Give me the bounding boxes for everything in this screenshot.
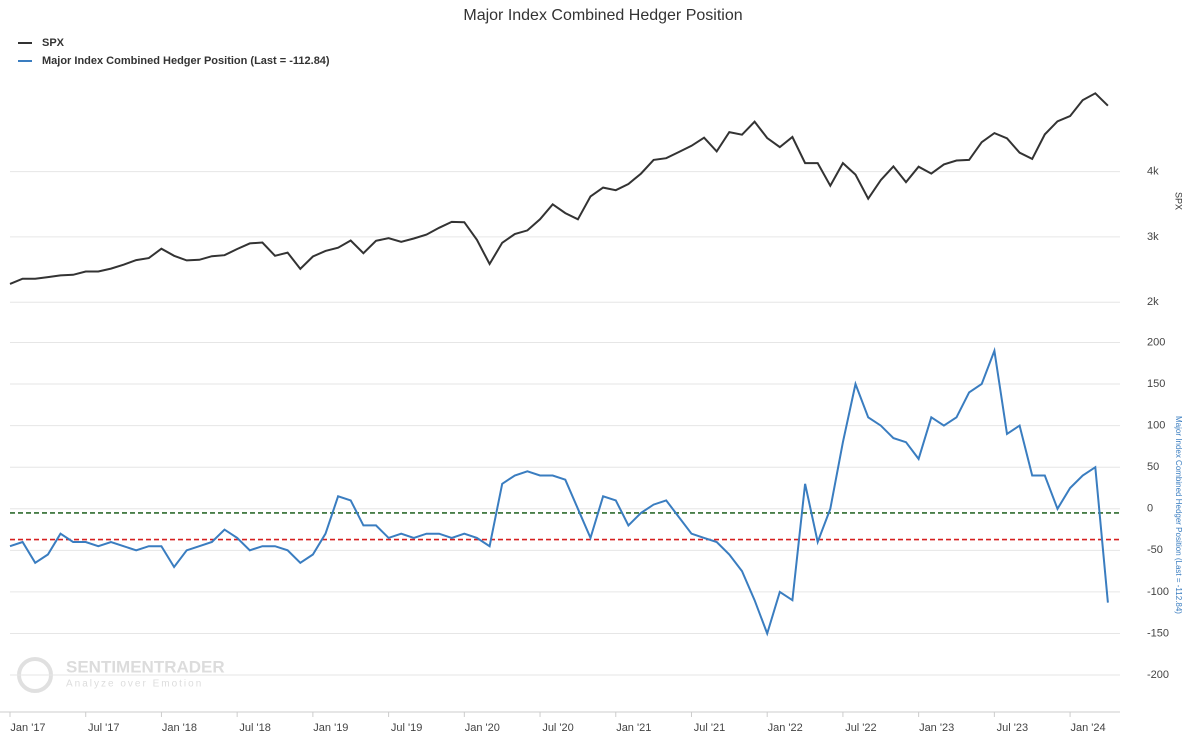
y-tick-label: 2k [1147, 296, 1159, 308]
x-tick-label: Jul '22 [845, 722, 876, 734]
x-tick-label: Jan '23 [919, 722, 954, 734]
watermark-title: SENTIMENTRADER [66, 657, 225, 676]
chart-title: Major Index Combined Hedger Position [463, 7, 742, 24]
x-tick-label: Jul '20 [542, 722, 573, 734]
y-tick-label: -200 [1147, 669, 1169, 681]
y-tick-label: 4k [1147, 166, 1159, 178]
y-tick-label: 100 [1147, 420, 1165, 432]
x-tick-label: Jul '19 [391, 722, 422, 734]
x-tick-label: Jan '22 [768, 722, 803, 734]
x-tick-label: Jul '18 [239, 722, 270, 734]
x-tick-label: Jan '19 [313, 722, 348, 734]
y-tick-label: 0 [1147, 503, 1153, 515]
legend-label: SPX [42, 37, 65, 49]
series-line [9, 92, 1109, 285]
x-tick-label: Jul '17 [88, 722, 119, 734]
legend-label: Major Index Combined Hedger Position (La… [42, 55, 330, 67]
y-tick-label: 200 [1147, 336, 1165, 348]
x-tick-label: Jul '21 [694, 722, 725, 734]
series-line [9, 346, 1109, 637]
y-tick-label: -150 [1147, 627, 1169, 639]
y-tick-label: 150 [1147, 378, 1165, 390]
y-tick-label: 50 [1147, 461, 1159, 473]
y-tick-label: 3k [1147, 231, 1159, 243]
y-axis-title: SPX [1174, 192, 1184, 210]
watermark-subtitle: Analyze over Emotion [66, 679, 203, 690]
x-tick-label: Jan '20 [465, 722, 500, 734]
x-tick-label: Jan '17 [10, 722, 45, 734]
y-axis-title: Major Index Combined Hedger Position (La… [1174, 416, 1183, 614]
watermark: SENTIMENTRADER Analyze over Emotion [17, 657, 225, 693]
x-tick-label: Jul '23 [997, 722, 1028, 734]
x-tick-label: Jan '21 [616, 722, 651, 734]
x-tick-label: Jan '24 [1071, 722, 1106, 734]
y-tick-label: -100 [1147, 586, 1169, 598]
x-tick-label: Jan '18 [162, 722, 197, 734]
y-tick-label: -50 [1147, 544, 1163, 556]
